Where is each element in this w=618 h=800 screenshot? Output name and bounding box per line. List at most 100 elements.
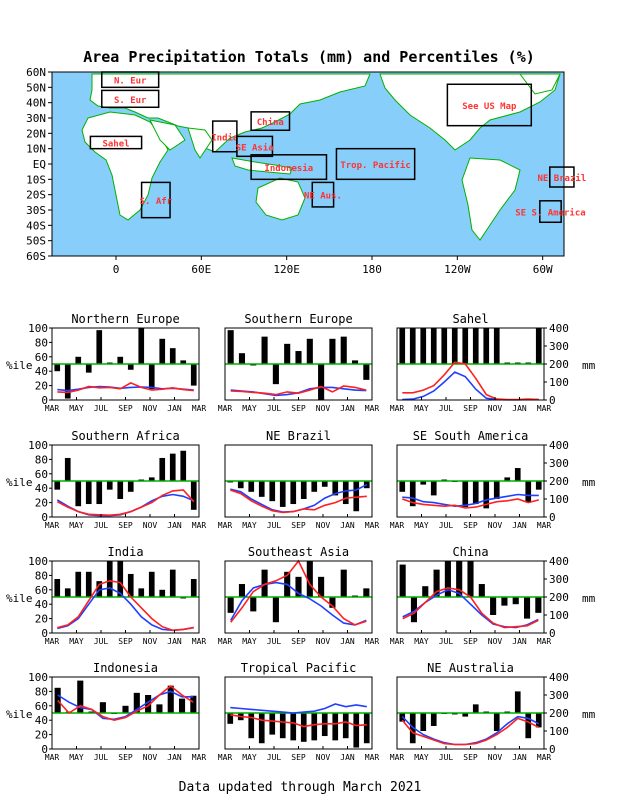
percentile-bar	[504, 477, 511, 481]
percentile-bar	[148, 571, 155, 597]
percentile-bar	[64, 457, 71, 481]
month-label: MAR	[390, 637, 405, 646]
percentile-bar	[190, 579, 197, 597]
percentile-bar	[410, 597, 418, 623]
map-region-box	[140, 181, 171, 219]
percentile-bar	[514, 468, 521, 481]
percentile-bar	[493, 328, 500, 364]
month-label: SEP	[118, 404, 133, 413]
pct-tick-label: 40	[35, 598, 48, 611]
percentile-bar	[169, 569, 176, 597]
map-lon-label: 60W	[533, 263, 553, 276]
percentile-bar	[279, 481, 286, 507]
pct-tick-label: 80	[35, 453, 48, 466]
percentile-bar	[430, 481, 437, 496]
panel-title: Indonesia	[93, 661, 158, 675]
percentile-bar	[237, 481, 244, 489]
map-region-box	[250, 111, 291, 132]
month-label: JAN	[512, 404, 527, 413]
percentile-bar	[290, 713, 297, 741]
map-region-box	[101, 89, 160, 109]
percentile-bar	[472, 704, 479, 713]
month-label: JAN	[512, 753, 527, 762]
month-label: NOV	[316, 637, 331, 646]
map-lat-label: 30N	[26, 112, 46, 125]
month-label: MAR	[537, 753, 552, 762]
month-label: NOV	[488, 521, 503, 530]
panel-title: NE Brazil	[266, 429, 331, 443]
month-label: SEP	[291, 637, 306, 646]
month-label: MAR	[45, 637, 60, 646]
percentile-bar	[342, 713, 349, 739]
percentile-bar	[512, 597, 519, 605]
north-america-shape	[379, 73, 561, 151]
percentile-bar	[462, 481, 469, 507]
pct-tick-label: 40	[35, 365, 48, 378]
percentile-bar	[420, 481, 427, 485]
percentile-bar	[227, 597, 234, 613]
map-region-label: SE S. America	[515, 208, 585, 219]
month-label: MAY	[414, 521, 429, 530]
month-label: JUL	[439, 404, 454, 413]
percentile-bar	[258, 713, 265, 744]
mm-tick-label: 0	[549, 743, 556, 756]
percentile-bar	[420, 328, 427, 364]
map-region-label: Sahel	[102, 140, 129, 150]
map-region-box	[446, 83, 533, 127]
percentile-bar	[279, 713, 286, 739]
percentile-bar	[85, 571, 92, 597]
map-region-label: N. Eur	[114, 77, 147, 87]
panel-title: NE Australia	[427, 661, 514, 675]
percentile-bar	[75, 481, 82, 507]
pct-tick-label: 100	[28, 671, 48, 684]
map-lat-label: 50S	[26, 235, 46, 248]
month-label: JAN	[167, 637, 182, 646]
map-region-box	[101, 71, 160, 89]
month-label: MAR	[390, 404, 405, 413]
map-lat-label: 60N	[26, 66, 46, 79]
observed-line	[230, 714, 367, 728]
pct-tick-label: 20	[35, 613, 48, 626]
month-label: NOV	[316, 521, 331, 530]
mm-tick-label: 300	[549, 689, 569, 702]
percentile-bar	[138, 588, 145, 597]
pct-axis-label: %ile	[6, 476, 33, 489]
pct-tick-label: 20	[35, 729, 48, 742]
percentile-bar	[85, 364, 92, 373]
map-region-label: S. Eur	[114, 96, 147, 106]
panel-title: Southern Africa	[71, 429, 179, 443]
percentile-bar	[399, 564, 406, 597]
month-label: JAN	[167, 521, 182, 530]
percentile-bar	[106, 561, 113, 597]
percentile-bar	[180, 360, 187, 364]
month-label: JUL	[439, 637, 454, 646]
month-label: JAN	[340, 753, 355, 762]
percentile-bar	[478, 584, 485, 597]
observed-line	[57, 579, 194, 632]
month-label: SEP	[463, 637, 478, 646]
percentile-bar	[351, 360, 359, 364]
map-lat-label: 40N	[26, 97, 46, 110]
pct-axis-label: %ile	[6, 592, 33, 605]
map-regions: N. Eur S. Eur Sahel India China SE Asia Indone…	[89, 71, 586, 224]
percentile-bar	[127, 573, 134, 597]
normal-line	[402, 371, 539, 401]
month-label: MAR	[45, 404, 60, 413]
month-label: SEP	[291, 753, 306, 762]
percentile-bar	[332, 481, 339, 496]
month-label: MAY	[414, 753, 429, 762]
percentile-bar	[451, 328, 458, 364]
map-region-label: Indonesia	[264, 163, 313, 174]
panel: NE Australia 0 100 200 300 400 mm MAR MAY JUL SEP N…	[390, 661, 596, 762]
mm-axis-label: mm	[582, 476, 596, 489]
month-label: MAR	[537, 404, 552, 413]
pct-tick-label: 100	[28, 555, 48, 568]
month-label: SEP	[291, 404, 306, 413]
greenland-shape	[519, 73, 561, 95]
pct-tick-label: 40	[35, 482, 48, 495]
map-lat-label: 30S	[26, 204, 46, 217]
mm-tick-label: 300	[549, 573, 569, 586]
month-label: JUL	[267, 637, 282, 646]
